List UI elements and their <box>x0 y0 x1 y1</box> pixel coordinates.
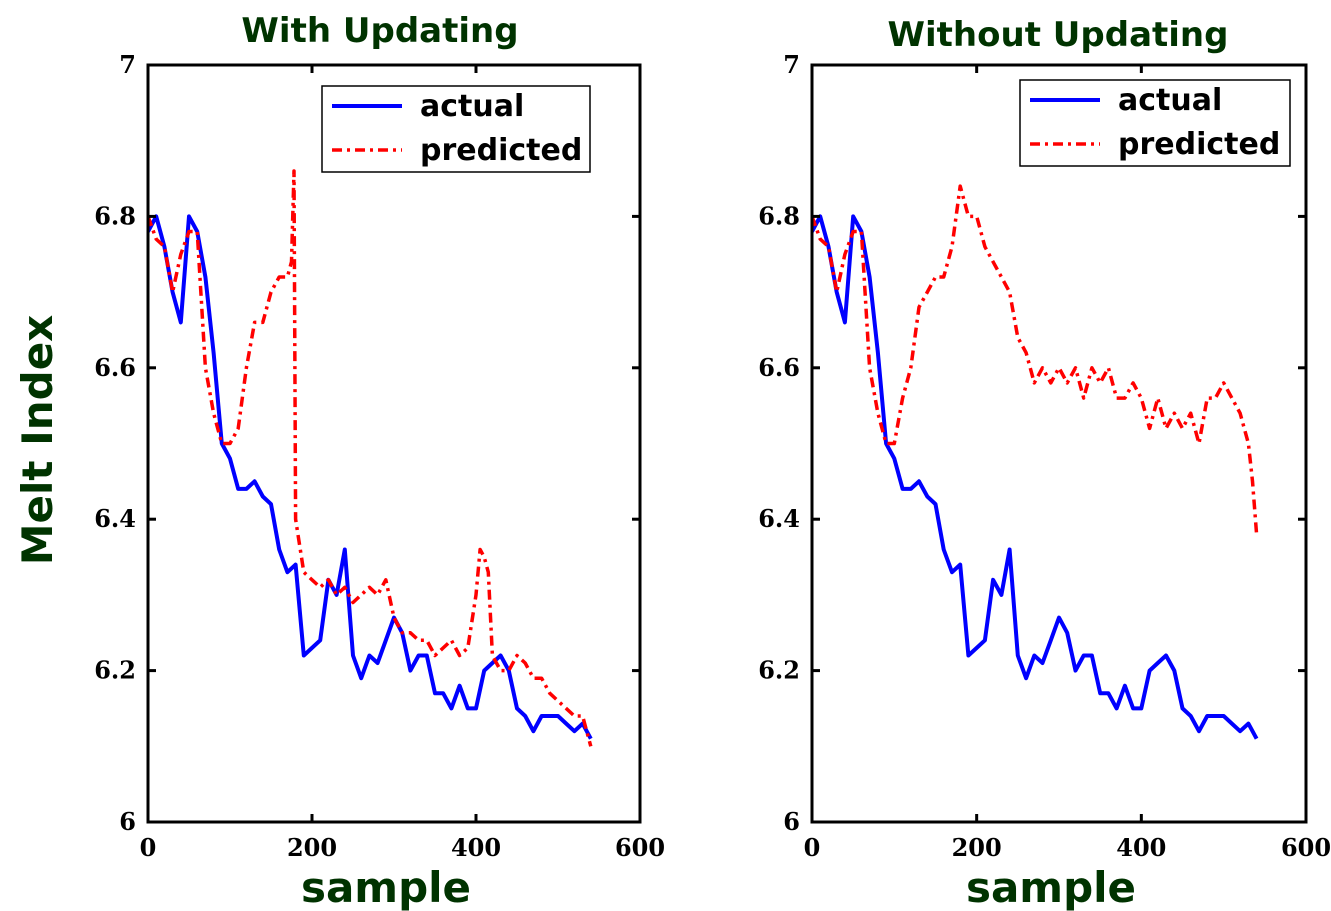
series-line-predicted <box>812 184 1259 535</box>
y-tick-label: 6.6 <box>758 353 800 382</box>
y-tick-label: 6.2 <box>758 656 800 685</box>
y-tick-label: 6.8 <box>758 201 800 230</box>
x-axis-label: sample <box>301 863 471 911</box>
y-tick-label: 6.6 <box>94 353 136 382</box>
legend-label-predicted: predicted <box>1118 127 1280 162</box>
legend-label-predicted: predicted <box>420 133 582 168</box>
x-tick-label: 200 <box>287 833 337 862</box>
plot-frame <box>810 63 1308 824</box>
x-tick-label: 600 <box>615 833 665 862</box>
plot-frame <box>146 63 642 824</box>
chart-panel-1: With Updating 6 6.2 6.4 6.6 6.8 7 0 200 400 600 sam… <box>13 11 665 911</box>
legend: actual predicted <box>321 85 591 173</box>
y-tick-label: 6 <box>119 807 136 836</box>
legend-label-actual: actual <box>420 89 524 124</box>
x-tick-label: 400 <box>451 833 501 862</box>
series-line-predicted <box>148 169 593 747</box>
chart-panel-2: Without Updating 6 6.2 6.4 6.6 6.8 7 0 200 400 600… <box>758 15 1331 911</box>
chart-title: With Updating <box>241 11 518 51</box>
x-tick-label: 0 <box>804 833 821 862</box>
x-tick-label: 200 <box>952 833 1002 862</box>
x-tick-label: 600 <box>1281 833 1331 862</box>
legend-box <box>321 85 591 173</box>
series-line-actual <box>812 214 1259 740</box>
legend-label-actual: actual <box>1118 83 1222 118</box>
x-tick-label: 0 <box>140 833 157 862</box>
y-tick-label: 6.4 <box>94 504 136 533</box>
x-tick-label: 400 <box>1116 833 1166 862</box>
y-tick-label: 7 <box>119 50 136 79</box>
chart-title: Without Updating <box>888 15 1229 55</box>
y-tick-label: 6.2 <box>94 656 136 685</box>
y-tick-label: 6.8 <box>94 201 136 230</box>
x-axis-label: sample <box>966 863 1136 911</box>
y-tick-label: 7 <box>783 50 800 79</box>
y-axis-label: Melt Index <box>13 315 62 566</box>
y-tick-label: 6.4 <box>758 504 800 533</box>
legend: actual predicted <box>1019 79 1291 167</box>
y-tick-label: 6 <box>783 807 800 836</box>
legend-box <box>1019 79 1291 167</box>
series-line-actual <box>148 214 593 740</box>
